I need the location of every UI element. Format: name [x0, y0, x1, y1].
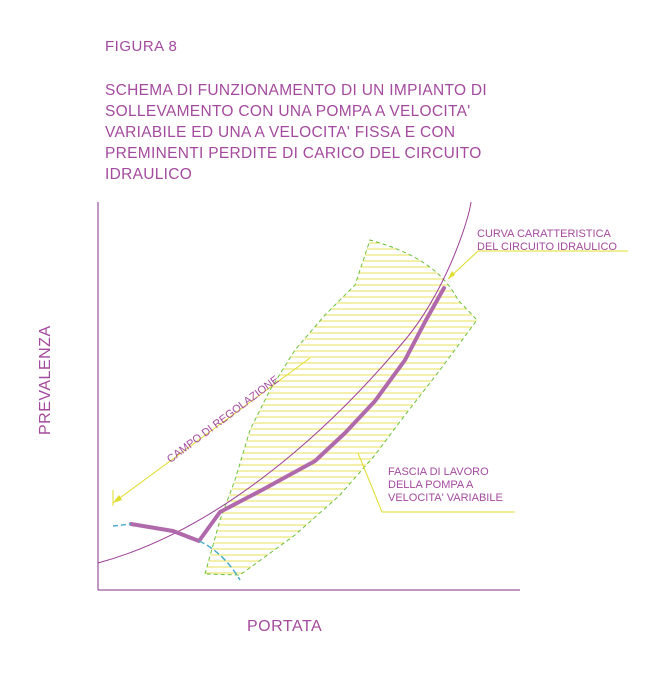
- fixed-pump-curve-bottom: [198, 540, 241, 581]
- curva-annotation: CURVA CARATTERISTICA DEL CIRCUITO IDRAUL…: [477, 228, 617, 254]
- figure-label: FIGURA 8: [105, 38, 178, 55]
- title-line-3: VARIABILE ED UNA A VELOCITA' FISSA E CON: [105, 124, 456, 141]
- title-line-2: SOLLEVAMENTO CON UNA POMPA A VELOCITA': [105, 103, 471, 120]
- campo-dimension-line: [112, 357, 311, 504]
- fascia-line-1: FASCIA DI LAVORO: [388, 466, 489, 478]
- campo-arrowhead: [113, 495, 122, 503]
- x-axis-label: PORTATA: [247, 618, 323, 635]
- fixed-pump-curve-left: [112, 523, 132, 527]
- fascia-line-2: DELLA POMPA A: [388, 479, 474, 491]
- operating-line: [129, 286, 446, 543]
- working-band: [204, 239, 478, 576]
- curva-line-1: CURVA CARATTERISTICA: [477, 228, 611, 240]
- fascia-leader: [357, 452, 383, 513]
- title-line-1: SCHEMA DI FUNZIONAMENTO DI UN IMPIANTO D…: [105, 82, 488, 99]
- fascia-line-3: VELOCITA' VARIABILE: [388, 492, 503, 504]
- curva-line-2: DEL CIRCUITO IDRAULICO: [477, 241, 617, 253]
- fascia-annotation: FASCIA DI LAVORO DELLA POMPA A VELOCITA'…: [388, 466, 503, 505]
- title-line-5: IDRAULICO: [105, 166, 193, 183]
- title-line-4: PREMINENTI PERDITE DI CARICO DEL CIRCUIT…: [105, 145, 482, 162]
- diagram-title: SCHEMA DI FUNZIONAMENTO DI UN IMPIANTO D…: [105, 80, 575, 185]
- curva-arrowhead: [448, 271, 455, 279]
- system-curve: [97, 201, 472, 564]
- y-axis-label: PREVALENZA: [37, 325, 54, 435]
